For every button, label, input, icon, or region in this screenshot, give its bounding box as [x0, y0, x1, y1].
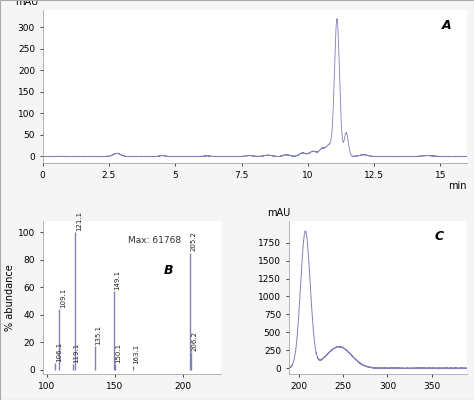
- Text: B: B: [164, 264, 173, 277]
- Text: A: A: [441, 19, 451, 32]
- Text: 205.2: 205.2: [191, 232, 197, 251]
- Text: mAU: mAU: [15, 0, 38, 7]
- Text: C: C: [435, 230, 444, 243]
- Text: 109.1: 109.1: [60, 288, 66, 308]
- Text: 119.1: 119.1: [73, 343, 80, 363]
- Text: Max: 61768: Max: 61768: [128, 236, 182, 245]
- Text: 163.1: 163.1: [133, 344, 139, 364]
- Text: min: min: [448, 181, 467, 191]
- Text: mAU: mAU: [267, 208, 291, 218]
- Text: 121.1: 121.1: [76, 210, 82, 231]
- Y-axis label: % abundance: % abundance: [5, 264, 15, 331]
- Text: 135.1: 135.1: [95, 325, 101, 345]
- Text: 206.2: 206.2: [192, 330, 198, 350]
- Text: 106.1: 106.1: [56, 341, 62, 362]
- Text: 149.1: 149.1: [114, 270, 120, 290]
- Text: 150.1: 150.1: [116, 343, 122, 363]
